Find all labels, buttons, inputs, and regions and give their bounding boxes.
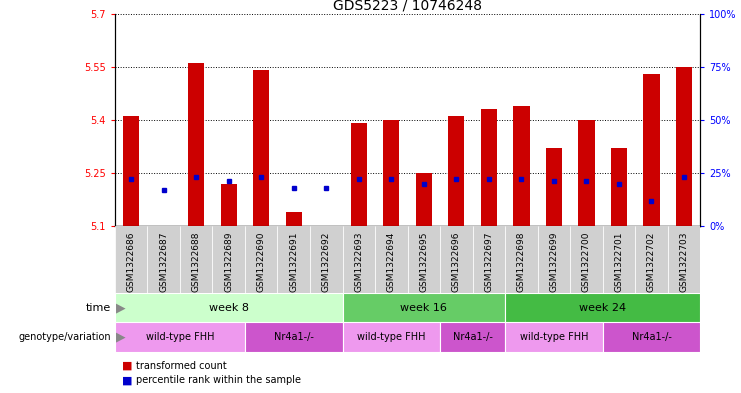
Bar <box>213 226 245 293</box>
Bar <box>505 293 700 322</box>
Bar <box>448 116 465 226</box>
Text: GSM1322693: GSM1322693 <box>354 231 363 292</box>
Bar <box>635 226 668 293</box>
Text: wild-type FHH: wild-type FHH <box>519 332 588 342</box>
Bar <box>602 226 635 293</box>
Bar <box>115 322 245 352</box>
Bar <box>643 74 659 226</box>
Bar <box>383 120 399 226</box>
Text: wild-type FHH: wild-type FHH <box>357 332 425 342</box>
Text: week 24: week 24 <box>579 303 626 312</box>
Text: GSM1322699: GSM1322699 <box>549 231 559 292</box>
Bar <box>538 226 570 293</box>
Text: GSM1322689: GSM1322689 <box>225 231 233 292</box>
Text: GSM1322697: GSM1322697 <box>485 231 494 292</box>
Bar <box>440 226 473 293</box>
Text: GSM1322701: GSM1322701 <box>614 231 623 292</box>
Text: GSM1322686: GSM1322686 <box>127 231 136 292</box>
Text: week 8: week 8 <box>209 303 249 312</box>
Text: GSM1322688: GSM1322688 <box>192 231 201 292</box>
Text: ▶: ▶ <box>116 331 126 343</box>
Text: ■: ■ <box>122 375 133 385</box>
Bar <box>245 322 342 352</box>
Bar <box>115 226 147 293</box>
Bar <box>546 148 562 226</box>
Bar <box>342 226 375 293</box>
Bar <box>253 70 269 226</box>
Bar <box>342 293 505 322</box>
Text: GSM1322702: GSM1322702 <box>647 231 656 292</box>
Bar <box>221 184 237 226</box>
Text: GSM1322692: GSM1322692 <box>322 231 330 292</box>
Text: GSM1322700: GSM1322700 <box>582 231 591 292</box>
Bar <box>408 226 440 293</box>
Text: GSM1322698: GSM1322698 <box>517 231 526 292</box>
Text: Nr4a1-/-: Nr4a1-/- <box>273 332 313 342</box>
Text: time: time <box>86 303 111 312</box>
Bar <box>676 67 692 226</box>
Bar <box>440 322 505 352</box>
Text: percentile rank within the sample: percentile rank within the sample <box>136 375 301 385</box>
Text: Nr4a1-/-: Nr4a1-/- <box>631 332 671 342</box>
Bar <box>570 226 602 293</box>
Bar <box>147 226 180 293</box>
Bar <box>350 123 367 226</box>
Bar <box>285 212 302 226</box>
Text: GSM1322687: GSM1322687 <box>159 231 168 292</box>
Bar <box>277 226 310 293</box>
Text: GSM1322691: GSM1322691 <box>289 231 298 292</box>
Text: GSM1322695: GSM1322695 <box>419 231 428 292</box>
Bar <box>481 109 497 226</box>
Text: GSM1322694: GSM1322694 <box>387 231 396 292</box>
Text: ■: ■ <box>122 361 133 371</box>
Bar <box>342 322 440 352</box>
Bar <box>505 322 602 352</box>
Bar <box>123 116 139 226</box>
Bar <box>611 148 627 226</box>
Bar <box>310 226 342 293</box>
Text: GSM1322703: GSM1322703 <box>679 231 688 292</box>
Text: ▶: ▶ <box>116 301 126 314</box>
Bar <box>245 226 277 293</box>
Bar <box>668 226 700 293</box>
Text: Nr4a1-/-: Nr4a1-/- <box>453 332 493 342</box>
Title: GDS5223 / 10746248: GDS5223 / 10746248 <box>333 0 482 13</box>
Bar <box>416 173 432 226</box>
Bar <box>188 63 205 226</box>
Text: week 16: week 16 <box>400 303 448 312</box>
Text: wild-type FHH: wild-type FHH <box>146 332 214 342</box>
Bar <box>578 120 594 226</box>
Text: GSM1322696: GSM1322696 <box>452 231 461 292</box>
Text: genotype/variation: genotype/variation <box>19 332 111 342</box>
Bar <box>375 226 408 293</box>
Bar <box>514 106 530 226</box>
Text: transformed count: transformed count <box>136 361 226 371</box>
Bar <box>473 226 505 293</box>
Bar <box>115 293 342 322</box>
Bar <box>505 226 538 293</box>
Bar <box>180 226 213 293</box>
Text: GSM1322690: GSM1322690 <box>256 231 266 292</box>
Bar <box>602 322 700 352</box>
